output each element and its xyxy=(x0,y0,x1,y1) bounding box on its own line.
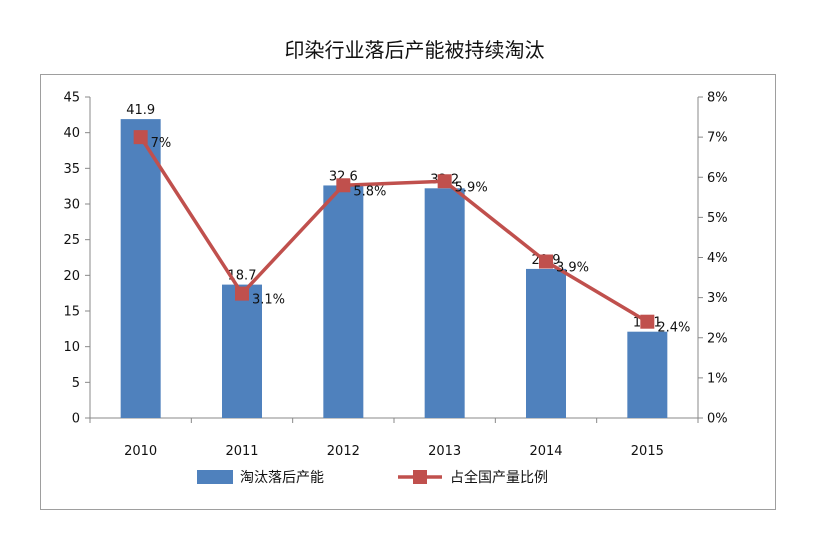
y-right-tick-label: 0% xyxy=(707,412,728,427)
bar xyxy=(120,119,161,418)
x-tick-label: 2011 xyxy=(225,444,258,459)
chart-title: 印染行业落后产能被持续淘汰 xyxy=(284,38,545,62)
y-left-tick-label: 20 xyxy=(63,269,80,284)
chart-frame xyxy=(40,74,776,510)
y-right-tick-label: 2% xyxy=(707,331,728,346)
y-left-tick-label: 30 xyxy=(63,198,80,213)
legend-bar-swatch xyxy=(197,470,233,484)
line-marker xyxy=(235,286,249,301)
line-data-label: 2.4% xyxy=(657,321,690,336)
y-right-tick-label: 8% xyxy=(707,91,728,106)
series-line xyxy=(139,136,649,324)
y-right-tick-label: 3% xyxy=(707,291,728,306)
x-tick-label: 2010 xyxy=(124,444,157,459)
line-data-label: 5.9% xyxy=(455,180,488,195)
x-tick-label: 2012 xyxy=(327,444,360,459)
line-marker xyxy=(640,314,655,329)
x-tick-label: 2014 xyxy=(529,444,562,459)
y-left-tick-label: 25 xyxy=(63,233,80,248)
bar xyxy=(222,284,262,418)
legend-bar-label: 淘汰落后产能 xyxy=(240,470,324,486)
legend-line-label: 占全国产量比例 xyxy=(450,469,548,486)
y-right-tick-label: 6% xyxy=(707,171,728,186)
y-left-tick-label: 0 xyxy=(72,412,80,427)
y-left-tick-label: 5 xyxy=(72,376,80,391)
legend-line-marker xyxy=(413,470,427,484)
y-left-tick-label: 10 xyxy=(63,340,80,355)
bar xyxy=(424,188,465,418)
bar xyxy=(323,185,364,418)
bar xyxy=(526,268,566,418)
x-tick-label: 2015 xyxy=(631,444,664,459)
y-right-tick-label: 1% xyxy=(707,371,728,386)
line-data-label: 7% xyxy=(151,136,172,151)
y-left-tick-label: 40 xyxy=(63,126,80,141)
line-data-label: 5.8% xyxy=(353,184,386,199)
bar-data-label: 32.6 xyxy=(329,169,358,184)
y-left-tick-label: 45 xyxy=(63,91,80,106)
x-tick-label: 2013 xyxy=(428,444,461,459)
bar-data-label: 41.9 xyxy=(126,103,155,118)
y-left-tick-label: 15 xyxy=(63,305,80,320)
line-data-label: 3.1% xyxy=(252,293,285,308)
bar xyxy=(627,331,668,418)
y-left-tick-label: 35 xyxy=(63,162,80,177)
y-right-tick-label: 4% xyxy=(707,251,728,266)
line-marker xyxy=(336,178,351,193)
y-right-tick-label: 7% xyxy=(707,131,728,146)
line-marker xyxy=(133,130,148,145)
line-marker xyxy=(539,254,553,269)
line-marker xyxy=(437,174,452,189)
line-data-label: 3.9% xyxy=(556,261,589,276)
y-right-tick-label: 5% xyxy=(707,211,728,226)
